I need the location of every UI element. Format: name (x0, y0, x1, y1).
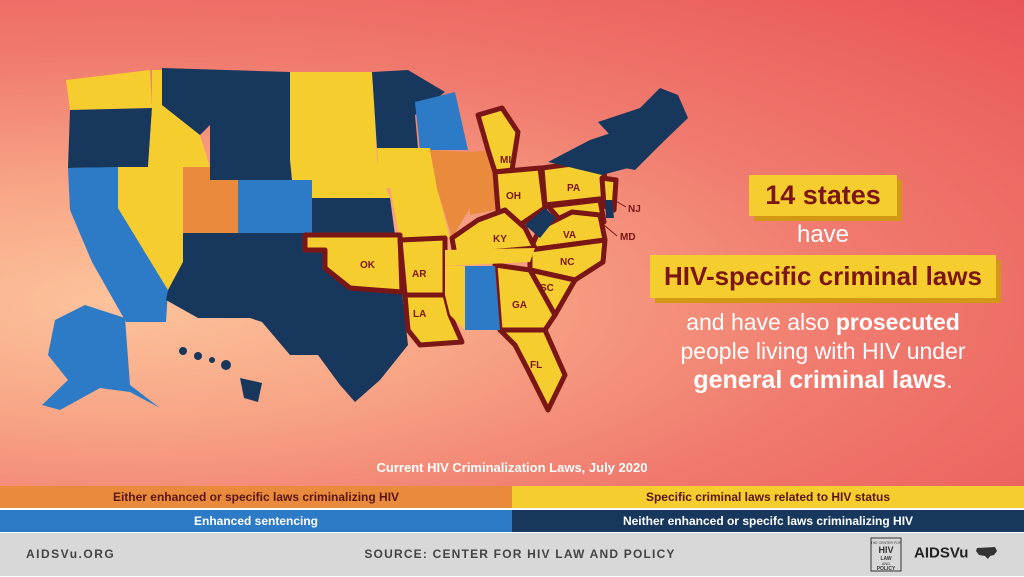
label-ky: KY (493, 234, 507, 245)
state-hi (179, 347, 262, 402)
state-de (605, 200, 614, 218)
state-ne (290, 160, 390, 198)
label-md: MD (620, 232, 636, 243)
callout: 14 states have HIV-specific criminal law… (628, 175, 1018, 395)
law-type-tag: HIV-specific criminal laws (650, 255, 996, 298)
label-nc: NC (560, 257, 574, 268)
chlp-logo: THE CENTER FOR HIV LAW AND POLICY (870, 537, 902, 572)
state-fl (497, 327, 568, 413)
us-map: MI OH PA NJ MD KY VA NC SC GA FL AR OK L… (30, 55, 710, 425)
label-sc: SC (540, 283, 554, 294)
state-mt (162, 68, 290, 135)
state-ca (68, 167, 168, 322)
state-sd (290, 115, 377, 160)
state-ga (492, 262, 558, 333)
state-ks (312, 198, 395, 235)
state-az (166, 233, 238, 318)
leader-nj (613, 199, 627, 208)
state-ok (305, 235, 402, 292)
label-oh: OH (506, 191, 521, 202)
legend-either: Either enhanced or specific laws crimina… (0, 486, 512, 508)
state-in (468, 150, 495, 215)
callout-have: have (796, 221, 850, 248)
state-wy (210, 125, 292, 180)
states-count-tag: 14 states (749, 175, 897, 216)
svg-text:POLICY: POLICY (877, 566, 896, 572)
label-nj: NJ (628, 204, 641, 215)
callout-line-3: general criminal laws. (693, 366, 953, 394)
state-nd (290, 72, 375, 115)
legend-title: Current HIV Criminalization Laws, July 2… (376, 460, 648, 475)
state-ny (548, 130, 628, 175)
footer: AIDSVu.ORG SOURCE: CENTER FOR HIV LAW AN… (0, 533, 1024, 576)
state-wv (525, 208, 556, 238)
legend-specific: Specific criminal laws related to HIV st… (512, 486, 1024, 508)
state-wa (66, 70, 152, 110)
state-mn (372, 70, 445, 148)
callout-line-2: people living with HIV under (680, 338, 966, 364)
label-fl: FL (530, 360, 542, 371)
state-ia (377, 148, 437, 188)
label-ga: GA (512, 300, 527, 311)
us-map-icon (975, 546, 997, 559)
state-il (430, 150, 470, 238)
state-wi (415, 92, 468, 150)
state-nv (118, 167, 183, 290)
state-co (238, 180, 312, 233)
label-va: VA (563, 230, 576, 241)
state-ut (183, 167, 238, 233)
callout-line-1: and have also prosecuted (686, 309, 960, 335)
state-tx (250, 250, 408, 402)
svg-text:AND: AND (882, 561, 891, 566)
leader-md (603, 224, 618, 237)
highlight-states (397, 105, 619, 413)
footer-source: SOURCE: CENTER FOR HIV LAW AND POLICY (364, 547, 676, 561)
footer-site: AIDSVu.ORG (26, 547, 116, 561)
state-id (148, 70, 210, 167)
svg-text:THE CENTER FOR: THE CENTER FOR (871, 541, 902, 545)
legend-neither: Neither enhanced or specifc laws crimina… (512, 510, 1024, 532)
state-ok-highlight (302, 232, 405, 295)
label-ar: AR (412, 269, 427, 280)
label-la: LA (413, 309, 426, 320)
state-ak (42, 305, 160, 410)
label-mi: MI (500, 155, 511, 166)
label-pa: PA (567, 183, 580, 194)
state-ms (445, 266, 465, 330)
state-nm (238, 233, 305, 318)
aidsvu-logo: AIDSVu (914, 544, 999, 562)
state-ar (397, 235, 448, 298)
state-nc (527, 237, 608, 283)
svg-text:HIV: HIV (878, 545, 893, 555)
legend-enhanced: Enhanced sentencing (0, 510, 512, 532)
label-ok: OK (360, 260, 376, 271)
state-mo (390, 188, 450, 240)
state-tn (445, 248, 535, 266)
state-new-england (598, 88, 688, 170)
svg-text:LAW: LAW (880, 556, 891, 562)
state-or (68, 108, 152, 168)
state-al (465, 266, 500, 330)
